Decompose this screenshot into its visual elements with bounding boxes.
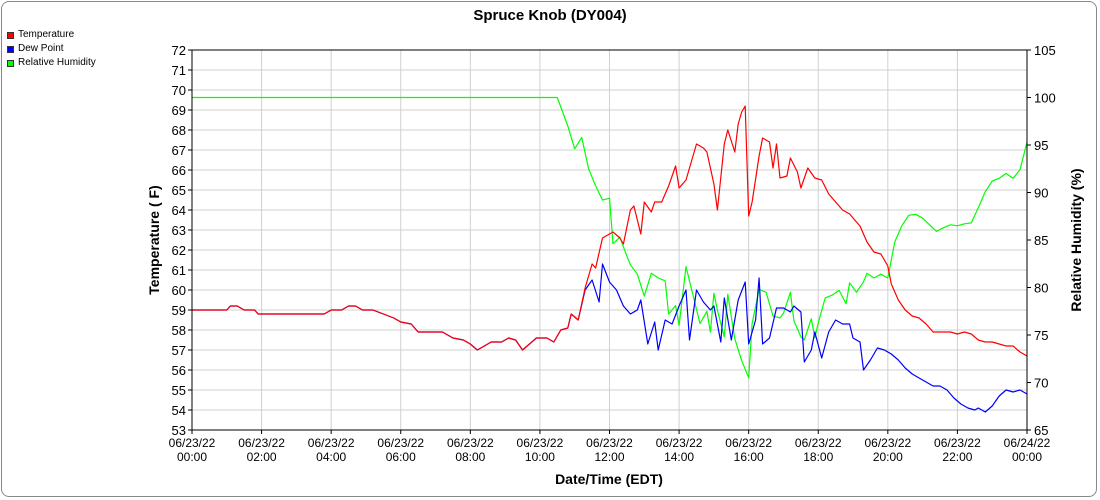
y-right-tick-label: 100 [1034, 91, 1056, 106]
y-left-tick-label: 70 [172, 83, 186, 98]
temperature-line [192, 105, 1028, 357]
y-left-tick-label: 65 [172, 183, 186, 198]
y-right-tick-label: 80 [1034, 281, 1048, 296]
x-tick-label-time: 16:00 [734, 450, 764, 464]
y-right-tick-label: 95 [1034, 138, 1048, 153]
x-tick-label-date: 06/23/22 [377, 436, 424, 450]
chart-legend: Temperature Dew Point Relative Humidity [7, 28, 96, 70]
legend-item-dew-point: Dew Point [7, 42, 96, 56]
legend-label-relative-humidity: Relative Humidity [18, 57, 96, 68]
x-tick-label-date: 06/24/22 [1004, 436, 1051, 450]
y-right-tick-label: 70 [1034, 376, 1048, 391]
y-left-tick-label: 72 [172, 43, 186, 58]
y-left-tick-label: 71 [172, 63, 186, 78]
y-left-tick-label: 53 [172, 423, 186, 438]
y-left-tick-label: 54 [172, 403, 186, 418]
chart-series [192, 96, 1028, 413]
x-tick-label-time: 12:00 [594, 450, 624, 464]
legend-label-temperature: Temperature [18, 29, 75, 40]
x-tick-label-date: 06/23/22 [864, 436, 911, 450]
x-tick-label-date: 06/23/22 [517, 436, 564, 450]
x-axis-label: Date/Time (EDT) [555, 471, 663, 487]
x-tick-label-time: 04:00 [316, 450, 346, 464]
legend-label-dew-point: Dew Point [18, 43, 64, 54]
legend-swatch-relative-humidity [7, 59, 14, 67]
x-tick-label-date: 06/23/22 [656, 436, 703, 450]
relative-humidity-line [192, 96, 1028, 379]
x-tick-label-date: 06/23/22 [308, 436, 355, 450]
x-tick-label-time: 10:00 [525, 450, 555, 464]
x-tick-label-time: 06:00 [386, 450, 416, 464]
y-left-tick-label: 62 [172, 243, 186, 258]
x-tick-label-time: 22:00 [942, 450, 972, 464]
legend-item-relative-humidity: Relative Humidity [7, 56, 96, 70]
x-tick-label-time: 00:00 [177, 450, 207, 464]
x-tick-label-date: 06/23/22 [934, 436, 981, 450]
y-right-tick-label: 105 [1034, 43, 1056, 58]
x-tick-label-date: 06/23/22 [586, 436, 633, 450]
y-left-tick-label: 55 [172, 383, 186, 398]
chart-title: Spruce Knob (DY004) [473, 7, 626, 24]
x-tick-label-time: 00:00 [1012, 450, 1042, 464]
y-left-tick-label: 68 [172, 123, 186, 138]
x-tick-label-time: 20:00 [873, 450, 903, 464]
y-right-tick-label: 85 [1034, 233, 1048, 248]
y-left-tick-label: 63 [172, 223, 186, 238]
y-left-tick-label: 66 [172, 163, 186, 178]
x-tick-label-date: 06/23/22 [447, 436, 494, 450]
y-axis-left-label: Temperature ( F) [146, 185, 162, 294]
plot-area-border [191, 49, 1028, 431]
y-left-tick-label: 58 [172, 323, 186, 338]
x-tick-label-time: 08:00 [455, 450, 485, 464]
y-left-tick-label: 56 [172, 363, 186, 378]
x-tick-label-date: 06/23/22 [169, 436, 216, 450]
y-left-tick-label: 64 [172, 203, 186, 218]
legend-swatch-dew-point [7, 45, 14, 53]
legend-item-temperature: Temperature [7, 28, 96, 42]
y-left-tick-label: 67 [172, 143, 186, 158]
y-right-tick-label: 75 [1034, 328, 1048, 343]
chart-axes: 53 54 55 56 57 58 59 60 61 62 63 64 65 66 67 68 69 70 71 72… [169, 43, 1056, 464]
y-left-tick-label: 57 [172, 343, 186, 358]
legend-swatch-temperature [7, 31, 14, 39]
x-tick-label-date: 06/23/22 [238, 436, 285, 450]
y-left-tick-label: 59 [172, 303, 186, 318]
x-tick-label-time: 02:00 [247, 450, 277, 464]
x-tick-label-date: 06/23/22 [725, 436, 772, 450]
x-tick-label-time: 18:00 [803, 450, 833, 464]
y-axis-right-label: Relative Humidity (%) [1068, 168, 1084, 311]
x-tick-label-time: 14:00 [664, 450, 694, 464]
y-left-tick-label: 61 [172, 263, 186, 278]
x-tick-label-date: 06/23/22 [795, 436, 842, 450]
y-left-tick-label: 69 [172, 103, 186, 118]
y-left-tick-label: 60 [172, 283, 186, 298]
chart-grid [191, 49, 1028, 431]
y-right-tick-label: 65 [1034, 423, 1048, 438]
y-right-tick-label: 90 [1034, 186, 1048, 201]
